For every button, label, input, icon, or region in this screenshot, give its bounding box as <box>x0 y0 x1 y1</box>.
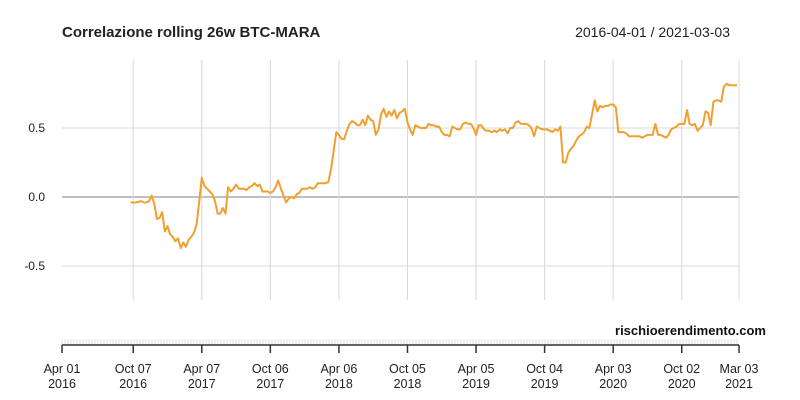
correlation-line <box>130 82 738 250</box>
x-tick-label: Apr 07 <box>183 362 220 376</box>
x-tick-year: 2020 <box>668 377 696 391</box>
x-tick-label: Apr 03 <box>595 362 632 376</box>
x-tick-year: 2019 <box>462 377 490 391</box>
watermark: rischioerendimento.com <box>615 323 766 338</box>
x-tick-label: Apr 06 <box>320 362 357 376</box>
x-tick-year: 2016 <box>119 377 147 391</box>
x-tick-label: Oct 05 <box>389 362 426 376</box>
x-tick-year: 2018 <box>394 377 422 391</box>
grid-lines <box>62 60 740 300</box>
x-tick-year: 2019 <box>531 377 559 391</box>
x-tick-year: 2016 <box>48 377 76 391</box>
x-tick-label: Oct 02 <box>663 362 700 376</box>
x-tick-label: Apr 05 <box>458 362 495 376</box>
x-tick-label: Apr 01 <box>44 362 81 376</box>
x-tick-year: 2021 <box>725 377 753 391</box>
x-tick-year: 2018 <box>325 377 353 391</box>
x-tick-label: Oct 06 <box>252 362 289 376</box>
date-range: 2016-04-01 / 2021-03-03 <box>575 24 730 40</box>
x-tick-label: Oct 07 <box>115 362 152 376</box>
x-tick-year: 2017 <box>256 377 284 391</box>
y-axis-labels: 0.5 0.0 -0.5 <box>24 121 45 273</box>
y-tick-label: 0.5 <box>28 121 45 135</box>
x-tick-year: 2020 <box>599 377 627 391</box>
x-tick-year: 2017 <box>188 377 216 391</box>
x-tick-label: Oct 04 <box>526 362 563 376</box>
y-tick-label: 0.0 <box>28 190 45 204</box>
y-tick-label: -0.5 <box>24 259 45 273</box>
x-tick-label: Mar 03 <box>720 362 759 376</box>
chart-title: Correlazione rolling 26w BTC-MARA <box>62 24 321 41</box>
